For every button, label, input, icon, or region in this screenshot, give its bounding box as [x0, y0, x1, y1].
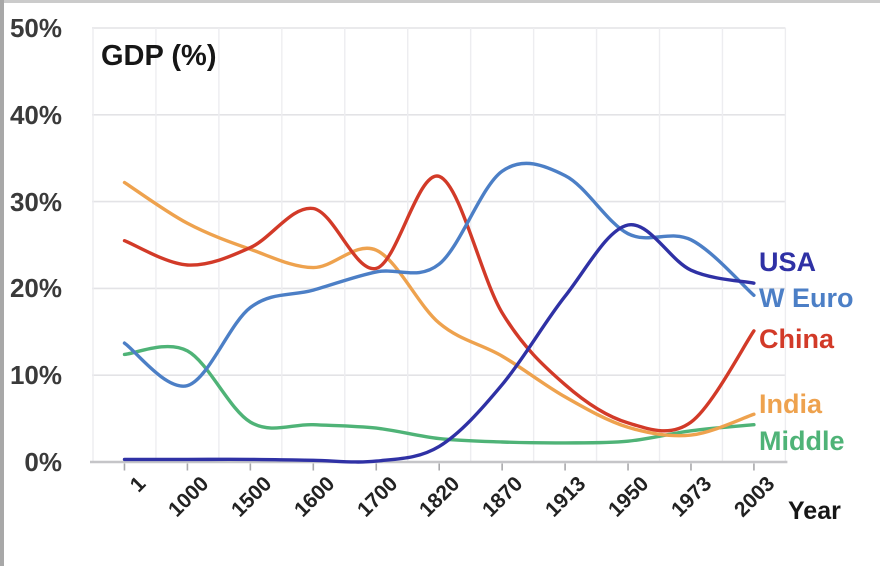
legend-label-india: India — [759, 389, 823, 419]
line-usa — [122, 223, 756, 464]
line-w-euro — [122, 161, 756, 388]
window-edge-left — [0, 0, 4, 566]
y-tick-label-50: 50% — [9, 13, 62, 43]
y-tick-label-20: 20% — [9, 273, 62, 304]
legend-label-middle: Middle — [759, 426, 845, 456]
line-china — [122, 174, 756, 433]
line-middle — [122, 344, 756, 445]
y-tick-label-40: 40% — [9, 99, 62, 130]
legend-label-china: China — [759, 324, 835, 354]
legend-label-usa: USA — [759, 247, 817, 277]
line-india — [122, 180, 756, 438]
y-tick-label-10: 10% — [9, 360, 62, 391]
window-edge-top — [0, 0, 880, 3]
legend-label-w-euro: W Euro — [759, 283, 854, 313]
chart-title: GDP (%) — [101, 40, 217, 72]
y-tick-label-0: 0% — [24, 447, 62, 477]
y-tick-label-30: 30% — [9, 186, 62, 217]
x-axis-title: Year — [788, 497, 841, 525]
